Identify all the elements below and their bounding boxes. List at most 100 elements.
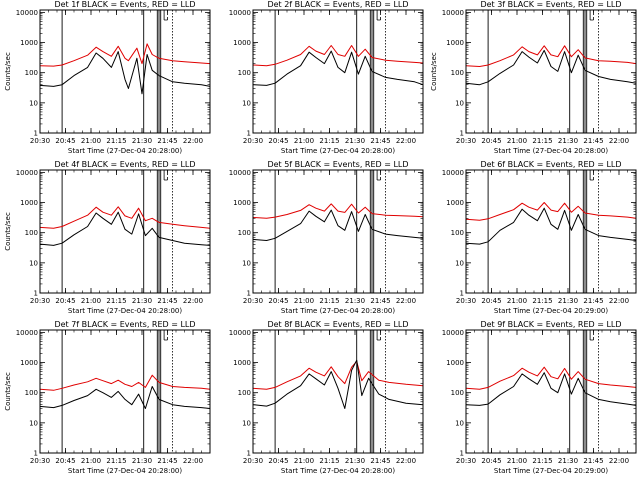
events-series-line [465, 207, 637, 245]
x-tick-label: 21:15 [106, 297, 126, 305]
chart-title: Det 2f BLACK = Events, RED = LLD [267, 0, 408, 9]
events-series-line [465, 372, 637, 406]
x-tick-label: 21:45 [157, 457, 177, 465]
y-tick-label: 10000 [229, 169, 251, 177]
chart-title: Det 3f BLACK = Events, RED = LLD [480, 0, 621, 9]
x-axis-label: Start Time (27-Dec-04 20:28:00) [68, 467, 182, 475]
x-tick-label: 21:30 [132, 137, 152, 145]
y-tick-label: 1 [34, 130, 38, 138]
y-tick-label: 10 [29, 259, 38, 267]
y-axis-label: Counts/sec [4, 52, 12, 91]
x-tick-label: 21:15 [319, 457, 339, 465]
plot-frame [465, 169, 637, 294]
chart-title: Det 7f BLACK = Events, RED = LLD [54, 320, 195, 329]
y-tick-label: 10000 [442, 169, 464, 177]
x-tick-label: 21:45 [157, 137, 177, 145]
x-tick-label: 22:00 [183, 297, 203, 305]
y-tick-label: 10000 [16, 329, 38, 337]
chart-title: Det 8f BLACK = Events, RED = LLD [267, 320, 408, 329]
y-tick-label: 1 [247, 290, 251, 298]
x-tick-label: 21:30 [345, 137, 365, 145]
y-tick-label: 1000 [20, 199, 38, 207]
plot-frame [39, 9, 211, 134]
y-tick-label: 100 [451, 389, 464, 397]
y-tick-label: 1 [34, 450, 38, 458]
x-tick-label: 21:45 [583, 457, 603, 465]
x-tick-label: 21:45 [370, 457, 390, 465]
events-series-line [39, 386, 211, 409]
y-tick-label: 1000 [233, 359, 251, 367]
x-tick-label: 20:30 [456, 137, 476, 145]
interval-flag-marker [589, 330, 594, 341]
y-tick-label: 100 [451, 229, 464, 237]
interval-flag-marker [376, 10, 381, 21]
chart-panel-9: Det 9f BLACK = Events, RED = LLD Start Ti… [442, 320, 637, 475]
y-tick-label: 1 [460, 450, 464, 458]
x-tick-label: 21:30 [132, 297, 152, 305]
lld-series-line [465, 366, 637, 390]
events-series-line [39, 211, 211, 246]
y-axis-label: Counts/sec [4, 212, 12, 251]
x-tick-label: 21:00 [81, 297, 101, 305]
lld-series-line [39, 43, 211, 67]
lld-series-line [39, 206, 211, 229]
y-tick-label: 10000 [442, 329, 464, 337]
x-tick-label: 22:00 [609, 457, 629, 465]
interval-flag-marker [376, 170, 381, 181]
chart-panel-8: Det 8f BLACK = Events, RED = LLD Start Ti… [229, 320, 424, 475]
x-tick-label: 20:30 [243, 137, 263, 145]
y-tick-label: 1000 [233, 199, 251, 207]
lld-series-line [39, 374, 211, 391]
x-tick-label: 20:45 [481, 137, 501, 145]
x-tick-label: 21:45 [370, 137, 390, 145]
y-tick-label: 1 [34, 290, 38, 298]
plot-frame [252, 9, 424, 134]
x-tick-label: 21:15 [532, 457, 552, 465]
chart-panel-7: Det 7f BLACK = Events, RED = LLD Counts/s… [4, 320, 211, 475]
y-tick-label: 10 [29, 99, 38, 107]
x-tick-label: 21:30 [345, 457, 365, 465]
x-tick-label: 21:30 [558, 137, 578, 145]
events-series-line [252, 209, 424, 241]
events-series-line [252, 50, 424, 86]
chart-panel-1: Det 1f BLACK = Events, RED = LLD Counts/s… [4, 0, 211, 155]
y-tick-label: 100 [25, 69, 38, 77]
chart-panel-2: Det 2f BLACK = Events, RED = LLD Start Ti… [229, 0, 424, 155]
x-tick-label: 22:00 [183, 457, 203, 465]
x-tick-label: 21:30 [132, 457, 152, 465]
x-tick-label: 21:30 [345, 297, 365, 305]
x-tick-label: 20:45 [55, 297, 75, 305]
x-tick-label: 21:15 [532, 297, 552, 305]
y-tick-label: 10000 [229, 329, 251, 337]
plot-frame [39, 169, 211, 294]
x-axis-label: Start Time (27-Dec-04 20:29:00) [494, 467, 608, 475]
y-axis-label: Counts/sec [430, 52, 438, 91]
y-tick-label: 10000 [16, 9, 38, 17]
x-tick-label: 21:45 [583, 137, 603, 145]
x-tick-label: 21:15 [106, 457, 126, 465]
lld-series-line [252, 360, 424, 390]
x-tick-label: 21:45 [157, 297, 177, 305]
chart-title: Det 4f BLACK = Events, RED = LLD [54, 160, 195, 169]
y-tick-label: 1000 [446, 359, 464, 367]
x-tick-label: 21:15 [532, 137, 552, 145]
y-tick-label: 1 [460, 290, 464, 298]
interval-flag-marker [376, 330, 381, 341]
x-tick-label: 20:45 [268, 457, 288, 465]
y-tick-label: 1000 [20, 39, 38, 47]
y-tick-label: 1000 [20, 359, 38, 367]
x-tick-label: 22:00 [396, 297, 416, 305]
x-axis-label: Start Time (27-Dec-04 20:28:00) [68, 307, 182, 315]
y-tick-label: 1000 [446, 39, 464, 47]
y-tick-label: 10000 [442, 9, 464, 17]
interval-flag-marker [163, 330, 168, 341]
x-tick-label: 21:15 [106, 137, 126, 145]
x-tick-label: 20:30 [30, 137, 50, 145]
x-tick-label: 21:15 [319, 297, 339, 305]
x-tick-label: 20:45 [55, 457, 75, 465]
y-tick-label: 1000 [233, 39, 251, 47]
y-tick-label: 1 [247, 130, 251, 138]
lld-series-line [252, 203, 424, 219]
x-tick-label: 20:45 [481, 457, 501, 465]
x-tick-label: 21:00 [294, 297, 314, 305]
